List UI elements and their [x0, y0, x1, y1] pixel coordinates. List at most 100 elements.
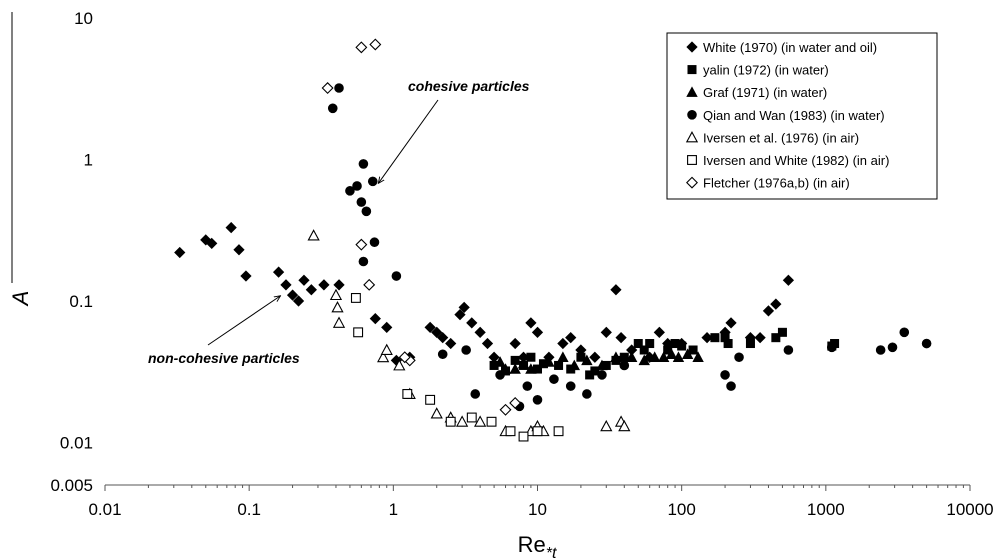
data-point	[356, 239, 366, 249]
data-point	[590, 352, 600, 362]
data-point	[582, 389, 591, 398]
data-point	[319, 280, 329, 290]
data-point	[334, 280, 344, 290]
data-point	[616, 332, 626, 342]
data-point	[771, 299, 781, 309]
data-point	[322, 83, 332, 93]
data-point	[566, 332, 576, 342]
data-point	[526, 318, 536, 328]
x-tick-label: 1	[389, 500, 398, 519]
data-point	[778, 328, 786, 336]
data-point	[611, 285, 621, 295]
annotation-non-cohesive: non-cohesive particles	[148, 350, 300, 366]
data-point	[426, 395, 435, 404]
y-axis-title: A	[8, 291, 33, 308]
legend: White (1970) (in water and oil)yalin (19…	[667, 33, 937, 199]
data-point	[299, 275, 309, 285]
data-point	[234, 245, 244, 255]
data-point	[558, 338, 568, 348]
data-point	[362, 207, 371, 216]
data-point	[332, 302, 342, 312]
data-point	[446, 338, 456, 348]
data-point	[359, 257, 368, 266]
data-point	[558, 352, 568, 362]
data-point	[356, 42, 366, 52]
data-point	[306, 285, 316, 295]
x-tick-label: 1000	[807, 500, 845, 519]
data-point	[510, 364, 520, 374]
data-point	[467, 318, 477, 328]
data-point	[226, 222, 236, 232]
data-point	[403, 390, 412, 399]
x-tick-label: 0.01	[88, 500, 121, 519]
data-point	[462, 346, 471, 355]
x-axis-title: Re*t	[518, 532, 557, 560]
data-point	[331, 290, 341, 300]
data-point	[500, 405, 510, 415]
data-point	[370, 313, 380, 323]
data-point	[735, 353, 744, 362]
y-tick-label: 0.005	[50, 476, 93, 495]
x-tick-label: 0.1	[237, 500, 261, 519]
data-point	[554, 427, 563, 436]
data-point	[726, 318, 736, 328]
data-point	[711, 333, 719, 341]
legend-marker	[688, 110, 697, 119]
data-point	[281, 280, 291, 290]
data-point	[876, 346, 885, 355]
annotation-arrow	[378, 100, 438, 183]
data-point	[370, 238, 379, 247]
data-point	[241, 271, 251, 281]
data-point	[783, 275, 793, 285]
data-point	[467, 413, 476, 422]
series-0	[175, 222, 794, 365]
data-point	[432, 408, 442, 418]
y-tick-label: 1	[84, 150, 93, 169]
data-point	[496, 370, 505, 379]
data-point	[654, 327, 664, 337]
data-point	[724, 339, 732, 347]
data-point	[888, 343, 897, 352]
data-point	[533, 427, 542, 436]
legend-label: yalin (1972) (in water)	[703, 63, 829, 78]
data-point	[519, 432, 528, 441]
annotation-cohesive: cohesive particles	[408, 78, 530, 94]
data-point	[533, 395, 542, 404]
data-point	[354, 328, 363, 337]
data-point	[382, 322, 392, 332]
data-point	[566, 382, 575, 391]
data-point	[335, 84, 344, 93]
data-point	[763, 306, 773, 316]
data-point	[457, 417, 467, 427]
data-point	[727, 382, 736, 391]
data-point	[482, 338, 492, 348]
data-point	[523, 382, 532, 391]
data-point	[273, 267, 283, 277]
annotation-arrow	[208, 296, 281, 345]
data-point	[532, 327, 542, 337]
data-point	[721, 370, 730, 379]
data-point	[549, 375, 558, 384]
data-point	[475, 327, 485, 337]
data-point	[368, 177, 377, 186]
data-point	[900, 328, 909, 337]
data-point	[645, 339, 653, 347]
data-point	[510, 338, 520, 348]
x-axis-title-subscript: *t	[546, 545, 557, 560]
x-axis-title-main: Re	[518, 532, 546, 557]
y-tick-label: 0.1	[69, 292, 93, 311]
data-point	[554, 361, 562, 369]
legend-marker	[688, 156, 697, 165]
x-tick-label: 10000	[946, 500, 993, 519]
x-tick-label: 100	[667, 500, 695, 519]
data-point	[352, 294, 361, 303]
data-point	[328, 104, 337, 113]
legend-label: Fletcher (1976a,b) (in air)	[703, 176, 850, 191]
data-point	[601, 327, 611, 337]
data-point	[922, 339, 931, 348]
data-point	[370, 39, 380, 49]
legend-label: Iversen and White (1982) (in air)	[703, 153, 889, 168]
data-point	[359, 159, 368, 168]
legend-label: Iversen et al. (1976) (in air)	[703, 130, 859, 145]
